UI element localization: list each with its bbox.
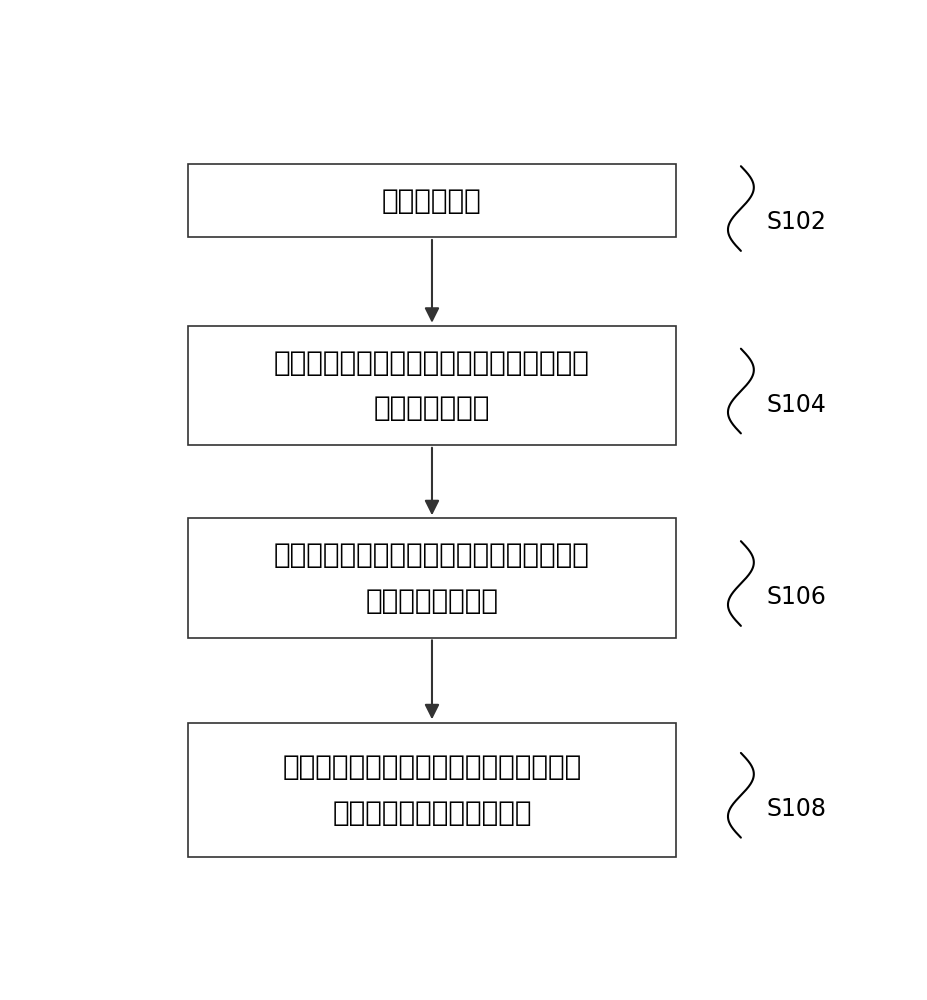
Text: S106: S106 [766,585,826,609]
Text: S102: S102 [766,210,826,234]
Bar [187,326,676,445]
Bar [187,723,676,857]
Text: 对第一视网膜血管图进行二值化处理，得到
第二视网膜血管图: 对第一视网膜血管图进行二值化处理，得到 第二视网膜血管图 [274,541,590,615]
Text: 基于海瑟矩阵对眼底图像进行处理，得到第
一视网膜血管图: 基于海瑟矩阵对眼底图像进行处理，得到第 一视网膜血管图 [274,349,590,422]
Text: 对第二视网膜血管图中中断的血管进行重
构，得到第三视网膜血管图: 对第二视网膜血管图中中断的血管进行重 构，得到第三视网膜血管图 [283,753,581,827]
Text: 获取眼底图像: 获取眼底图像 [382,187,482,215]
Text: S104: S104 [766,393,826,417]
Bar [187,518,676,638]
Text: S108: S108 [766,797,826,821]
Bar [187,164,676,237]
